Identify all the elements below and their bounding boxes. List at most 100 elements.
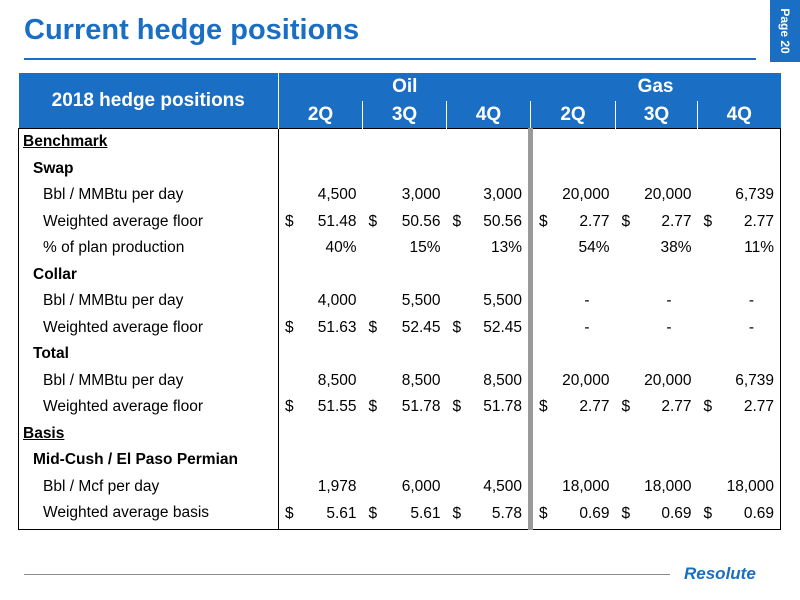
- value-cell: 11%: [698, 235, 781, 262]
- value-cell: [279, 262, 363, 289]
- value-cell: $51.48: [279, 209, 363, 236]
- value-cell: [698, 262, 781, 289]
- cell-value: 1,978: [317, 477, 357, 495]
- value-cell: [616, 156, 698, 183]
- hedge-positions-table: 2018 hedge positions Oil Gas 2Q 3Q 4Q 2Q…: [18, 73, 781, 530]
- cell-value: -: [584, 318, 590, 336]
- cell-value: 2.77: [743, 398, 775, 416]
- value-cell: 4,500: [279, 182, 363, 209]
- cell-value: 40%: [325, 239, 357, 257]
- column-header-gas-3q: 3Q: [615, 101, 698, 129]
- value-cell: $0.69: [616, 500, 698, 529]
- value-cell: [447, 156, 531, 183]
- value-cell: [363, 447, 447, 474]
- table-row: Collar: [18, 261, 781, 289]
- cell-value: 54%: [578, 239, 610, 257]
- value-cell: $51.63: [279, 315, 363, 342]
- cell-value: 11%: [744, 239, 775, 257]
- value-cell: [279, 341, 363, 368]
- table-row: Benchmark: [18, 128, 781, 156]
- currency-symbol: $: [368, 398, 378, 416]
- value-cell: 20,000: [528, 367, 616, 394]
- value-cell: -: [528, 288, 616, 315]
- cell-value: 18,000: [644, 477, 692, 495]
- value-cell: [616, 129, 698, 156]
- currency-symbol: $: [703, 398, 713, 416]
- cell-value: 5,500: [483, 292, 523, 310]
- row-label: Bbl / Mcf per day: [18, 473, 279, 500]
- value-cell: $5.61: [363, 500, 447, 529]
- currency-symbol: $: [452, 505, 462, 523]
- cell-value: 8,500: [483, 371, 523, 389]
- table-row: Swap: [18, 155, 781, 183]
- value-cell: $2.77: [528, 208, 616, 235]
- value-cell: $2.77: [698, 209, 781, 236]
- value-cell: $0.69: [528, 500, 616, 529]
- table-row: Weighted average floor $51.63 $52.45 $52.45…: [18, 314, 781, 342]
- currency-symbol: $: [452, 212, 462, 230]
- row-label: Basis: [18, 420, 279, 447]
- cell-value: 51.48: [317, 212, 357, 230]
- value-cell: [447, 341, 531, 368]
- table-row: Total: [18, 341, 781, 368]
- value-cell: $2.77: [528, 394, 616, 421]
- value-cell: $52.45: [363, 315, 447, 342]
- value-cell: $50.56: [363, 209, 447, 236]
- table-row: Weighted average floor $51.48 $50.56 $50.56…: [18, 208, 781, 236]
- cell-value: 5.61: [326, 505, 357, 523]
- value-cell: [528, 420, 616, 447]
- page-number-tab: Page 20: [770, 0, 800, 62]
- cell-value: -: [666, 318, 672, 336]
- cell-value: 6,739: [735, 371, 775, 389]
- cell-value: 20,000: [644, 186, 692, 204]
- row-label: Weighted average floor: [18, 394, 279, 421]
- value-cell: $2.77: [698, 394, 781, 421]
- value-cell: $5.78: [447, 500, 531, 529]
- value-cell: [528, 155, 616, 182]
- cell-value: 51.78: [401, 398, 441, 416]
- currency-symbol: $: [452, 318, 462, 336]
- cell-value: 4,500: [483, 477, 523, 495]
- row-label: Total: [18, 341, 279, 368]
- currency-symbol: $: [285, 212, 294, 230]
- table-row: Bbl / Mcf per day 1,978 6,000 4,500 18,000 18…: [18, 473, 781, 501]
- cell-value: -: [584, 292, 590, 310]
- cell-value: 2.77: [661, 398, 692, 416]
- value-cell: 6,000: [363, 474, 447, 501]
- column-header-oil-2q: 2Q: [278, 101, 363, 129]
- value-cell: [363, 262, 447, 289]
- value-cell: [698, 421, 781, 448]
- row-label: Mid-Cush / El Paso Permian: [18, 447, 279, 474]
- cell-value: 20,000: [562, 186, 610, 204]
- currency-symbol: $: [621, 212, 631, 230]
- group-header-gas: Gas: [530, 73, 781, 101]
- cell-value: 2.77: [579, 212, 610, 230]
- cell-value: 13%: [490, 239, 523, 257]
- value-cell: [616, 421, 698, 448]
- value-cell: 20,000: [616, 182, 698, 209]
- value-cell: [698, 129, 781, 156]
- value-cell: 20,000: [616, 368, 698, 395]
- column-header-gas-4q: 4Q: [697, 101, 781, 129]
- value-cell: 6,739: [698, 182, 781, 209]
- table-row: Weighted average floor $51.55 $51.78 $51.78…: [18, 394, 781, 421]
- value-cell: 8,500: [447, 368, 531, 395]
- value-cell: [363, 421, 447, 448]
- value-cell: 8,500: [279, 368, 363, 395]
- table-row: Mid-Cush / El Paso Permian: [18, 447, 781, 474]
- value-cell: [279, 421, 363, 448]
- cell-value: 5.78: [491, 505, 523, 523]
- cell-value: 4,000: [317, 292, 357, 310]
- value-cell: 40%: [279, 235, 363, 262]
- value-cell: [698, 341, 781, 368]
- row-label: Weighted average floor: [18, 314, 279, 341]
- currency-symbol: $: [539, 398, 548, 416]
- currency-symbol: $: [285, 398, 294, 416]
- value-cell: 18,000: [528, 473, 616, 500]
- value-cell: $0.69: [698, 500, 781, 529]
- value-cell: [279, 447, 363, 474]
- cell-value: -: [748, 292, 755, 310]
- cell-value: 50.56: [401, 212, 441, 230]
- value-cell: $51.55: [279, 394, 363, 421]
- cell-value: 2.77: [743, 212, 775, 230]
